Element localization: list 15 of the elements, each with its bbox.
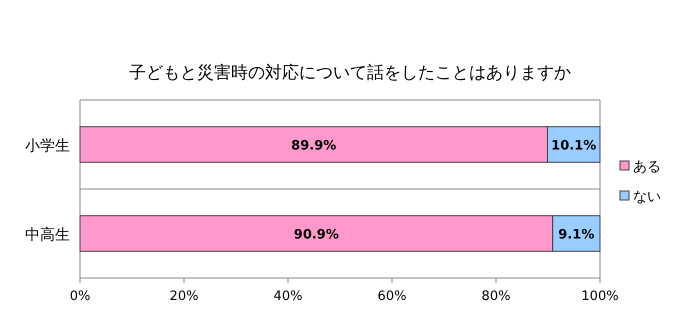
text: 9.1%	[558, 228, 594, 242]
x-tick-label: 80%	[482, 289, 510, 304]
y-tick-label: 中高生	[25, 226, 70, 244]
text: 10.1%	[551, 138, 596, 154]
text: 89.9%	[291, 138, 336, 154]
x-tick-label: 0%	[70, 289, 90, 304]
y-tick-label: 小学生	[25, 136, 70, 154]
chart-title: 子どもと災害時の対応について話をしたことはありますか	[129, 63, 571, 83]
x-tick-label: 20%	[170, 289, 198, 304]
legend-label: ない	[633, 189, 661, 205]
x-tick-label: 40%	[274, 289, 302, 304]
legend-label: ある	[633, 159, 661, 175]
x-tick-label: 100%	[581, 289, 619, 304]
text: 90.9%	[294, 228, 339, 242]
x-tick-label: 60%	[378, 289, 406, 304]
